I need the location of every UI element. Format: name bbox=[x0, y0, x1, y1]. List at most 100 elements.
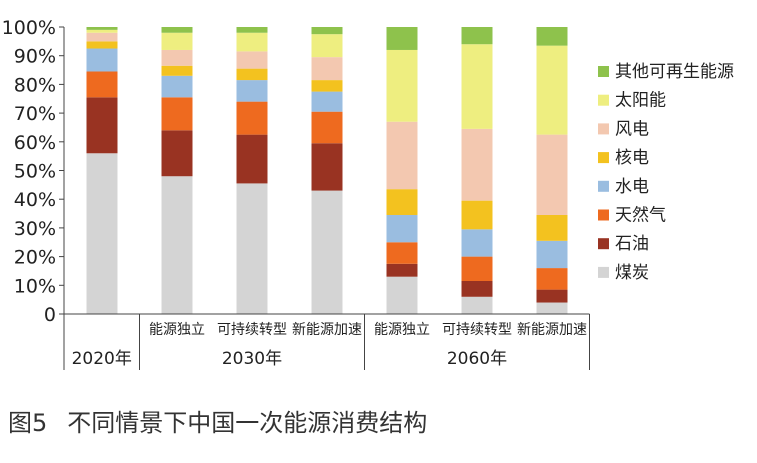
bar-segment bbox=[536, 289, 568, 303]
bar-segment bbox=[311, 190, 343, 314]
legend-swatch bbox=[598, 152, 609, 164]
bar-segment bbox=[536, 214, 568, 241]
legend-swatch bbox=[598, 123, 609, 135]
stacked-bar-chart: 010%20%30%40%50%60%70%80%90%100% 能源独立 可持续… bbox=[2, 17, 734, 370]
bar-segment bbox=[461, 256, 493, 281]
y-tick-label: 0 bbox=[44, 304, 56, 326]
bar-segment bbox=[161, 32, 193, 50]
y-tick-label: 30% bbox=[14, 218, 56, 240]
bar-segment bbox=[161, 176, 193, 314]
bar-segment bbox=[161, 27, 193, 33]
bar-segment bbox=[86, 71, 118, 98]
bar-segment bbox=[461, 128, 493, 201]
bar-segment bbox=[86, 27, 118, 30]
bar-segment bbox=[311, 34, 343, 58]
legend-label: 太阳能 bbox=[615, 91, 666, 111]
bar-segment bbox=[236, 68, 268, 81]
bar-segment bbox=[161, 49, 193, 66]
figure-title: 不同情景下中国一次能源消费结构 bbox=[67, 409, 428, 437]
bar-segment bbox=[536, 45, 568, 135]
bar-segment bbox=[386, 242, 418, 264]
bar-segment bbox=[536, 240, 568, 269]
y-tick-label: 100% bbox=[2, 17, 56, 39]
legend-label: 煤炭 bbox=[615, 263, 649, 283]
bar-segment bbox=[386, 214, 418, 243]
legend-label: 石油 bbox=[615, 234, 649, 254]
legend-label: 其他可再生能源 bbox=[615, 62, 734, 82]
bar-segment bbox=[236, 80, 268, 102]
bar-segment bbox=[86, 32, 118, 42]
y-tick-label: 40% bbox=[14, 189, 56, 211]
bar-segment bbox=[386, 27, 418, 50]
bar-segment bbox=[536, 27, 568, 46]
legend-swatch bbox=[598, 94, 609, 106]
figure-caption: 图5 不同情景下中国一次能源消费结构 bbox=[8, 403, 427, 438]
y-tick-label: 90% bbox=[14, 46, 56, 68]
legend-swatch bbox=[598, 180, 609, 192]
figure-number: 图5 bbox=[8, 409, 48, 437]
legend-label: 风电 bbox=[615, 119, 649, 139]
y-tick-label: 60% bbox=[14, 132, 56, 154]
legend-swatch bbox=[598, 209, 609, 221]
bar-segment bbox=[536, 302, 568, 314]
bar-segment bbox=[386, 263, 418, 277]
x-category-label: 可持续转型 bbox=[442, 321, 512, 338]
bar-segment bbox=[386, 121, 418, 190]
y-axis: 0 10% 20% 30% 40% 50% 60% 70% 80% 90% 100% bbox=[2, 17, 65, 326]
bar-segment bbox=[311, 111, 343, 144]
y-tick-label: 50% bbox=[14, 161, 56, 183]
bar-segment bbox=[236, 51, 268, 69]
bar-segment bbox=[311, 27, 343, 35]
bar-segment bbox=[236, 32, 268, 52]
bar-segment bbox=[236, 134, 268, 184]
y-tick-label: 10% bbox=[14, 275, 56, 297]
legend-swatch bbox=[598, 238, 609, 250]
legend-swatch bbox=[598, 66, 609, 77]
bar-segment bbox=[461, 27, 493, 45]
x-group-label: 2060年 bbox=[447, 349, 507, 369]
x-group-label: 2030年 bbox=[222, 349, 282, 369]
legend-label: 水电 bbox=[615, 177, 649, 197]
bar-segment bbox=[86, 41, 118, 49]
bar-segment bbox=[161, 65, 193, 76]
bar-segment bbox=[461, 229, 493, 257]
bar-segment bbox=[86, 97, 118, 154]
bar-segment bbox=[86, 29, 118, 33]
bar-segment bbox=[386, 49, 418, 122]
bar-segment bbox=[536, 268, 568, 290]
y-tick-label: 80% bbox=[14, 74, 56, 96]
legend-label: 核电 bbox=[615, 148, 649, 168]
legend-swatch bbox=[598, 266, 609, 278]
y-tick-label: 20% bbox=[14, 247, 56, 269]
bar-segment bbox=[461, 200, 493, 230]
bar-segment bbox=[236, 27, 268, 33]
y-tick-label: 70% bbox=[14, 103, 56, 125]
bar-segment bbox=[461, 44, 493, 129]
bar-segment bbox=[86, 48, 118, 72]
x-category-label: 能源独立 bbox=[149, 322, 205, 338]
bar-segment bbox=[461, 280, 493, 297]
bars bbox=[86, 27, 568, 314]
bar-segment bbox=[311, 143, 343, 191]
bar-segment bbox=[236, 101, 268, 135]
x-category-label: 能源独立 bbox=[374, 322, 430, 338]
x-category-label: 可持续转型 bbox=[217, 321, 287, 338]
bar-segment bbox=[236, 183, 268, 314]
bar-segment bbox=[311, 91, 343, 112]
bar-segment bbox=[386, 276, 418, 314]
bar-segment bbox=[386, 189, 418, 215]
bar-segment bbox=[311, 80, 343, 92]
legend-label: 天然气 bbox=[615, 206, 666, 226]
x-group-label: 2020年 bbox=[72, 349, 132, 369]
bar-segment bbox=[86, 153, 118, 314]
bar-segment bbox=[461, 296, 493, 314]
bar-segment bbox=[311, 57, 343, 81]
bar-segment bbox=[161, 130, 193, 177]
x-category-label: 新能源加速 bbox=[517, 322, 587, 338]
x-category-label: 新能源加速 bbox=[292, 322, 362, 338]
bar-segment bbox=[161, 75, 193, 98]
bar-segment bbox=[536, 134, 568, 215]
bar-segment bbox=[161, 97, 193, 131]
